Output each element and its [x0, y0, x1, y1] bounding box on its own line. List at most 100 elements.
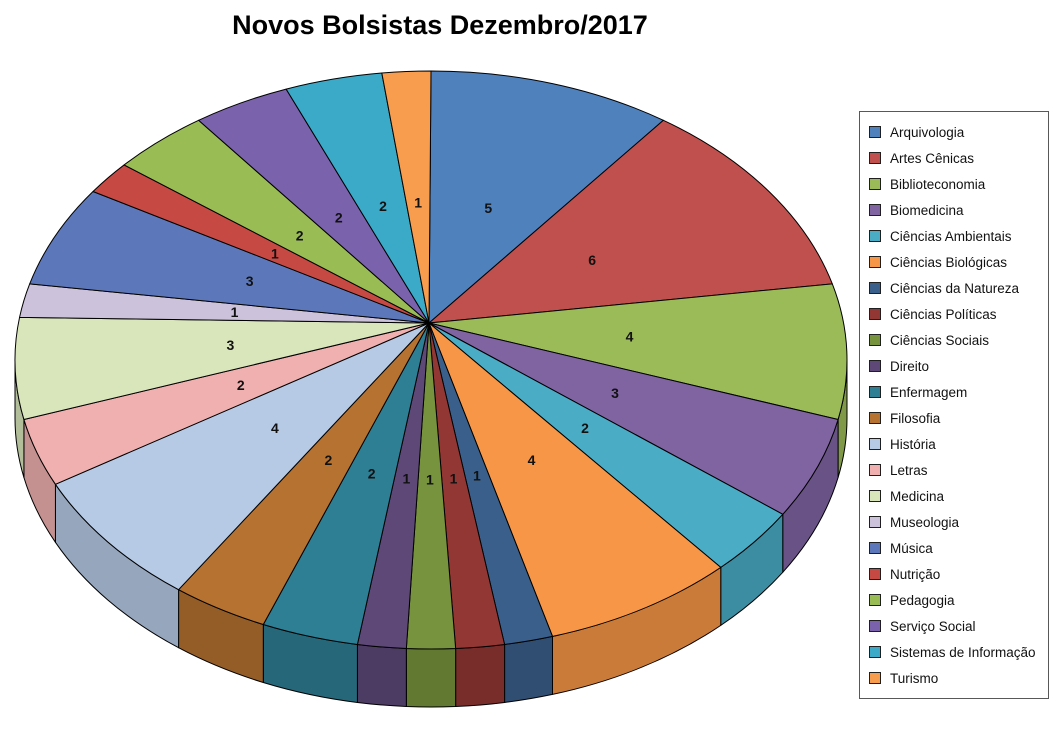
legend-item: Biblioteconomia: [869, 171, 1042, 197]
legend-item: Ciências Biológicas: [869, 249, 1042, 275]
legend-label: Filosofia: [890, 410, 941, 426]
legend-color-swatch: [869, 152, 881, 164]
data-label: 2: [296, 228, 304, 244]
legend-item: Pedagogia: [869, 587, 1042, 613]
legend-item: Artes Cênicas: [869, 145, 1042, 171]
pie-slice: [428, 70, 664, 324]
legend-label: Pedagogia: [890, 592, 955, 608]
legend-color-swatch: [869, 542, 881, 554]
data-label: 3: [611, 385, 619, 401]
legend-label: Biomedicina: [890, 202, 964, 218]
pie-slice: [428, 283, 848, 421]
legend-item: Música: [869, 535, 1042, 561]
legend-label: Arquivologia: [890, 124, 965, 140]
data-label: 2: [368, 465, 376, 481]
data-label: 4: [271, 420, 279, 436]
legend-label: Enfermagem: [890, 384, 968, 400]
data-label: 1: [271, 245, 279, 261]
data-label: 6: [588, 252, 596, 268]
data-label: 2: [581, 420, 589, 436]
legend-item: Serviço Social: [869, 613, 1042, 639]
legend-item: Biomedicina: [869, 197, 1042, 223]
legend-label: Artes Cênicas: [890, 150, 975, 166]
legend-item: Direito: [869, 353, 1042, 379]
data-label: 1: [450, 471, 458, 487]
legend-label: Ciências Biológicas: [890, 254, 1008, 270]
legend-item: Nutrição: [869, 561, 1042, 587]
data-label: 1: [414, 194, 422, 210]
legend-color-swatch: [869, 334, 881, 346]
data-label: 2: [379, 198, 387, 214]
legend-color-swatch: [869, 308, 881, 320]
data-label: 2: [335, 209, 343, 225]
legend-item: Letras: [869, 457, 1042, 483]
legend-label: Turismo: [890, 670, 939, 686]
legend-item: Museologia: [869, 509, 1042, 535]
legend-label: Sistemas de Informação: [890, 644, 1036, 660]
legend-label: Serviço Social: [890, 618, 976, 634]
legend-label: História: [890, 436, 936, 452]
legend-color-swatch: [869, 256, 881, 268]
legend-item: Medicina: [869, 483, 1042, 509]
legend-color-swatch: [869, 620, 881, 632]
pie-slice-wall: [405, 647, 457, 708]
legend-label: Ciências Políticas: [890, 306, 997, 322]
legend-label: Medicina: [890, 488, 945, 504]
data-label: 1: [402, 471, 410, 487]
pie-slice-wall: [356, 643, 407, 707]
data-label: 1: [473, 468, 481, 484]
data-label: 1: [426, 471, 434, 487]
legend-color-swatch: [869, 464, 881, 476]
legend-item: História: [869, 431, 1042, 457]
legend-color-swatch: [869, 672, 881, 684]
legend-item: Sistemas de Informação: [869, 639, 1042, 665]
legend-item: Ciências Sociais: [869, 327, 1042, 353]
legend-color-swatch: [869, 360, 881, 372]
legend-label: Biblioteconomia: [890, 176, 986, 192]
legend-color-swatch: [869, 646, 881, 658]
legend-item: Enfermagem: [869, 379, 1042, 405]
legend-color-swatch: [869, 516, 881, 528]
data-label: 2: [325, 452, 333, 468]
data-label: 5: [484, 200, 492, 216]
legend-label: Museologia: [890, 514, 960, 530]
legend-color-swatch: [869, 386, 881, 398]
pie-slice: [428, 322, 722, 637]
legend-item: Filosofia: [869, 405, 1042, 431]
legend-label: Música: [890, 540, 933, 556]
pie-slice: [428, 119, 833, 324]
legend-color-swatch: [869, 490, 881, 502]
legend-color-swatch: [869, 230, 881, 242]
legend-item: Ciências Políticas: [869, 301, 1042, 327]
legend: Arquivologia Artes Cênicas Biblioteconomia…: [859, 111, 1049, 699]
legend-color-swatch: [869, 594, 881, 606]
legend-color-swatch: [869, 126, 881, 138]
legend-label: Letras: [890, 462, 928, 478]
legend-color-swatch: [869, 204, 881, 216]
legend-item: Ciências da Natureza: [869, 275, 1042, 301]
legend-label: Ciências Sociais: [890, 332, 990, 348]
legend-label: Ciências Ambientais: [890, 228, 1012, 244]
legend-item: Ciências Ambientais: [869, 223, 1042, 249]
legend-color-swatch: [869, 178, 881, 190]
pie-slice: [381, 70, 432, 324]
chart-title: Novos Bolsistas Dezembro/2017: [232, 10, 648, 40]
pie-slice-wall: [504, 635, 553, 703]
legend-label: Ciências da Natureza: [890, 280, 1020, 296]
data-label: 4: [626, 329, 634, 345]
legend-label: Direito: [890, 358, 930, 374]
data-label: 3: [226, 337, 234, 353]
pie-slice: [54, 322, 430, 591]
legend-item: Arquivologia: [869, 119, 1042, 145]
data-label: 4: [528, 452, 536, 468]
legend-color-swatch: [869, 282, 881, 294]
legend-color-swatch: [869, 568, 881, 580]
pie-slice: [14, 316, 430, 421]
data-label: 2: [237, 377, 245, 393]
legend-color-swatch: [869, 412, 881, 424]
data-label: 1: [231, 304, 239, 320]
legend-item: Turismo: [869, 665, 1042, 691]
data-label: 3: [246, 273, 254, 289]
